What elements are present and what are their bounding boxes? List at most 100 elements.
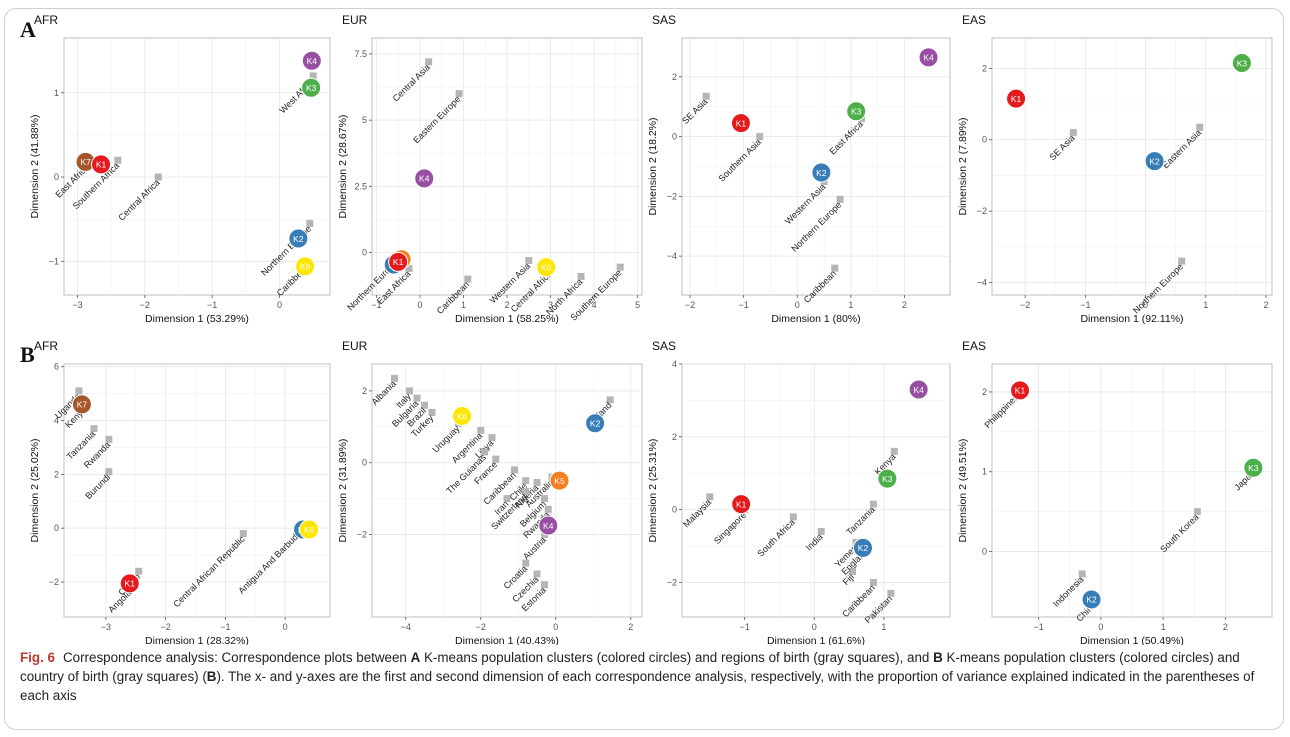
caption-panel-b-ref: B [206,669,217,684]
x-tick-label: −1 [371,300,381,310]
y-axis-label: Dimension 2 (18.2%) [647,117,659,215]
region-square [154,173,162,181]
region-square [477,426,485,434]
region-square [105,468,113,476]
region-square [135,567,143,575]
cluster-label: K1 [125,579,136,589]
cluster-circle [288,228,309,249]
panel-letter-a: A [20,17,36,42]
region-square [522,487,530,495]
cluster-label: K7 [80,157,91,167]
cluster-circle [301,50,322,71]
x-tick-label: 3 [548,300,553,310]
cluster-circle [811,162,832,183]
region-square [425,58,433,66]
region-square [533,570,541,578]
region-square [239,530,247,538]
region-square [481,448,488,456]
region-square [869,500,877,508]
plots-canvas: −3 −2 −1 0 −1 0 1 AFR Dimension 1 (53.29%) Dimens… [29,13,1273,645]
region-square [406,387,413,395]
region-square [488,434,496,442]
y-tick-label: 4 [672,359,677,369]
region-square [887,589,895,597]
region-square [849,567,857,575]
region-square [522,477,530,485]
region-square [525,257,533,265]
cluster-circle [1144,151,1165,172]
cluster-label: K1 [1015,386,1026,396]
x-axis-label: Dimension 1 (80%) [771,313,860,325]
y-tick-label: 2.5 [354,181,367,191]
region-square [511,466,518,474]
cluster-circle [908,379,929,400]
plot-area [371,363,643,618]
y-tick-label: 4 [54,416,59,426]
y-tick-label: 0 [672,132,677,142]
y-tick-label: 2 [982,387,987,397]
region-square [616,263,624,271]
cluster-circle [536,257,557,278]
panel-a-sas: −2 −1 0 1 2 −4 −2 0 2 SAS Dimension 1 (80%) Dimensi… [647,13,951,325]
region-square [702,92,710,100]
region-square [817,527,825,535]
region-square [869,578,877,586]
cluster-circle [299,519,320,540]
y-axis-label: Dimension 2 (41.88%) [29,115,41,219]
region-square [831,264,839,272]
region-square [464,275,472,283]
x-tick-label: 0 [283,622,288,632]
x-axis-label: Dimension 1 (50.49%) [1080,635,1184,645]
y-tick-label: −2 [49,577,59,587]
y-tick-label: 6 [54,362,59,372]
chart-title: EAS [962,339,986,353]
figure-label: Fig. 6 [20,650,55,665]
cluster-circle [538,515,559,536]
y-axis-label: Dimension 2 (49.51%) [957,439,969,543]
cluster-circle [295,256,316,277]
region-square [105,435,113,443]
cluster-circle [301,77,322,98]
y-axis-label: Dimension 2 (25.02%) [29,439,41,543]
region-square [756,133,764,141]
y-tick-label: 0 [982,135,987,145]
region-square [421,401,428,409]
x-tick-label: 5 [635,300,640,310]
panel-b-eas: −1 0 1 2 0 1 2 EAS Dimension 1 (50.49%) Dimension… [957,339,1273,645]
region-square [836,195,844,203]
region-square [306,219,314,227]
region-square [75,387,83,395]
cluster-label: K3 [306,83,317,93]
region-square [706,493,714,501]
cluster-circle [388,251,409,272]
y-axis-label: Dimension 2 (25.31%) [647,439,659,543]
cluster-circle [852,537,873,558]
cluster-label: K3 [1248,463,1259,473]
cluster-label: K2 [858,543,869,553]
cluster-circle [1006,88,1027,109]
y-tick-label: 5 [362,115,367,125]
cluster-label: K6 [300,262,311,272]
cluster-circle [846,101,867,122]
y-tick-label: 2 [362,386,367,396]
region-square [1193,508,1201,516]
x-tick-label: −3 [101,622,111,632]
caption-text-1: Correspondence analysis: Correspondence … [62,650,411,665]
x-tick-label: 0 [1143,300,1148,310]
caption-text-3: K-means population clusters (colored cir… [20,650,1240,684]
y-tick-label: 0 [672,505,677,515]
cluster-circle [119,573,140,594]
figure-frame [4,8,1284,730]
y-tick-label: −2 [977,206,987,216]
x-axis-label: Dimension 1 (61.6%) [767,635,865,645]
x-tick-label: −2 [160,622,170,632]
x-tick-label: 1 [1203,300,1208,310]
region-square [606,396,614,404]
cluster-circle [452,406,472,427]
region-square [541,581,548,589]
panel-b-sas: −1 0 1 −2 0 2 4 SAS Dimension 1 (61.6%) Dimension… [647,339,951,645]
x-tick-label: 1 [881,622,886,632]
cluster-label: K1 [736,499,747,509]
cluster-label: K4 [543,521,554,531]
x-tick-label: 0 [1098,622,1103,632]
